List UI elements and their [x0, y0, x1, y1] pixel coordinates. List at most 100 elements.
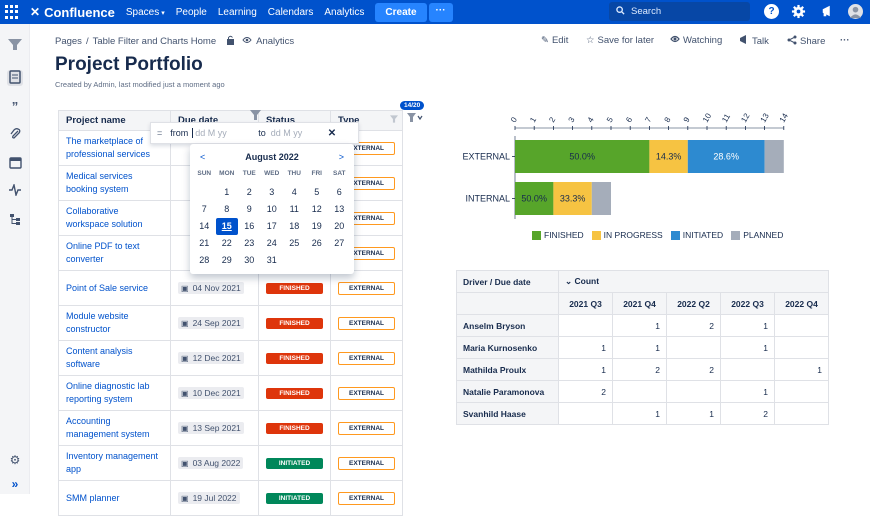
user-avatar[interactable]	[848, 4, 863, 19]
column-header-project-name[interactable]: Project name	[58, 110, 171, 131]
calendar-day[interactable]: 1	[224, 187, 230, 197]
breadcrumb-parent[interactable]: Table Filter and Charts Home	[92, 36, 217, 47]
calendar-day[interactable]: 26	[311, 238, 322, 248]
calendar-day[interactable]: 3	[269, 187, 275, 197]
attachment-icon[interactable]	[7, 127, 23, 143]
app-switcher-icon[interactable]	[5, 5, 19, 19]
from-date-input[interactable]: dd M yy	[192, 128, 250, 138]
breadcrumb-pages[interactable]: Pages	[55, 36, 82, 47]
table-filter-toolbar-icon[interactable]	[407, 113, 423, 125]
settings-gear-icon[interactable]	[791, 4, 806, 19]
calendar-day[interactable]: 23	[244, 238, 255, 248]
watching-button[interactable]: Watching	[670, 35, 722, 46]
calendar-day[interactable]: 29	[221, 255, 232, 265]
calendar-day[interactable]: 22	[221, 238, 232, 248]
share-button[interactable]: Share	[787, 35, 825, 48]
bar-segment-initiated[interactable]	[687, 140, 765, 173]
pages-icon[interactable]	[7, 70, 23, 86]
blog-quote-icon[interactable]: ”	[11, 99, 19, 114]
calendar-day[interactable]: 21	[199, 238, 210, 248]
pivot-measure-header[interactable]: ⌄ Count	[558, 270, 829, 293]
edit-button[interactable]: ✎ Edit	[541, 35, 568, 46]
bar-segment-in-progress[interactable]	[553, 182, 592, 215]
expand-sidebar-icon[interactable]: »	[11, 477, 19, 491]
bar-segment-planned[interactable]	[764, 140, 784, 173]
nav-spaces[interactable]: Spaces ▾	[126, 7, 165, 18]
calendar-day[interactable]: 17	[266, 221, 277, 231]
space-settings-gear-icon[interactable]: ⚙	[9, 453, 21, 467]
bar-segment-finished[interactable]	[515, 140, 650, 173]
project-link[interactable]: Module website constructor	[66, 311, 129, 334]
project-link[interactable]: Online diagnostic lab reporting system	[66, 381, 150, 404]
nav-learning[interactable]: Learning	[217, 6, 257, 18]
project-link[interactable]: Medical services booking system	[66, 171, 133, 194]
calendar-day[interactable]: 20	[334, 221, 345, 231]
more-actions-button[interactable]: ···	[840, 35, 850, 46]
bar-segment-in-progress[interactable]	[649, 140, 688, 173]
hierarchy-icon[interactable]	[7, 213, 23, 229]
calendar-day[interactable]: 8	[224, 204, 230, 214]
calendar-day[interactable]: 9	[246, 204, 252, 214]
calendar-day[interactable]: 15	[215, 218, 238, 235]
create-button[interactable]: Create	[375, 2, 427, 22]
filter-operator[interactable]: =	[157, 128, 163, 138]
breadcrumb-analytics[interactable]: Analytics	[256, 36, 295, 47]
calendar-day[interactable]: 7	[201, 204, 207, 214]
calendar-day[interactable]: 5	[314, 187, 320, 197]
calendar-day[interactable]: 12	[311, 204, 322, 214]
nav-people[interactable]: People	[175, 6, 207, 18]
calendar-day[interactable]: 30	[244, 255, 255, 265]
calendar-day[interactable]: 11	[289, 204, 299, 214]
project-link[interactable]: Accounting management system	[66, 416, 150, 439]
calendar-day[interactable]: 4	[291, 187, 297, 197]
prev-month-button[interactable]: <	[200, 152, 206, 162]
project-link[interactable]: Inventory management app	[66, 451, 159, 474]
cell-type: EXTERNAL	[330, 340, 403, 376]
column-filter-funnel-icon[interactable]	[390, 110, 398, 128]
help-icon[interactable]: ?	[764, 4, 779, 19]
calendar-day[interactable]: 19	[311, 221, 322, 231]
create-more-button[interactable]: ···	[428, 2, 453, 22]
close-icon[interactable]: ✕	[327, 127, 337, 139]
pivot-cell: 1	[720, 314, 775, 337]
calendar-day[interactable]: 10	[266, 204, 277, 214]
confluence-logo[interactable]: ✕ Confluence	[30, 5, 115, 20]
nav-analytics[interactable]: Analytics	[324, 6, 365, 18]
analytics-pulse-icon[interactable]	[7, 182, 23, 200]
column-filter-funnel-icon[interactable]	[250, 107, 261, 125]
calendar-day[interactable]: 25	[289, 238, 300, 248]
notifications-megaphone-icon[interactable]	[820, 4, 835, 19]
calendar-day[interactable]: 6	[336, 187, 342, 197]
chevron-down-icon: ▾	[161, 9, 165, 17]
save-for-later-button[interactable]: ☆ Save for later	[586, 35, 654, 46]
legend-item[interactable]: FINISHED	[532, 230, 584, 241]
project-link[interactable]: SMM planner	[66, 492, 120, 503]
bar-segment-planned[interactable]	[591, 182, 611, 215]
calendar-day[interactable]: 27	[334, 238, 345, 248]
calendar-day[interactable]: 28	[199, 255, 210, 265]
next-month-button[interactable]: >	[338, 152, 344, 162]
calendar-day[interactable]: 13	[334, 204, 345, 214]
restrictions-lock-icon[interactable]	[226, 35, 235, 48]
calendar-day[interactable]: 14	[199, 221, 210, 231]
calendar-day[interactable]: 16	[244, 221, 255, 231]
project-link[interactable]: Online PDF to text converter	[66, 241, 140, 264]
legend-item[interactable]: IN PROGRESS	[591, 230, 663, 241]
to-date-input[interactable]: dd M yy	[270, 128, 303, 138]
calendar-icon[interactable]	[7, 156, 23, 172]
nav-calendars[interactable]: Calendars	[267, 6, 314, 18]
calendar-day[interactable]: 24	[266, 238, 277, 248]
bar-segment-finished[interactable]	[515, 182, 554, 215]
project-link[interactable]: The marketplace of professional services	[66, 136, 151, 159]
calendar-day[interactable]: 18	[289, 221, 300, 231]
talk-button[interactable]: Talk	[739, 35, 769, 47]
search-input[interactable]: Search	[609, 2, 750, 21]
calendar-day[interactable]: 31	[266, 255, 277, 265]
project-link[interactable]: Point of Sale service	[66, 282, 149, 293]
legend-item[interactable]: INITIATED	[670, 230, 723, 241]
legend-item[interactable]: PLANNED	[731, 230, 783, 241]
project-link[interactable]: Content analysis software	[66, 346, 133, 369]
project-link[interactable]: Collaborative workspace solution	[66, 206, 143, 229]
space-logo-icon[interactable]	[7, 36, 23, 52]
calendar-day[interactable]: 2	[246, 187, 252, 197]
